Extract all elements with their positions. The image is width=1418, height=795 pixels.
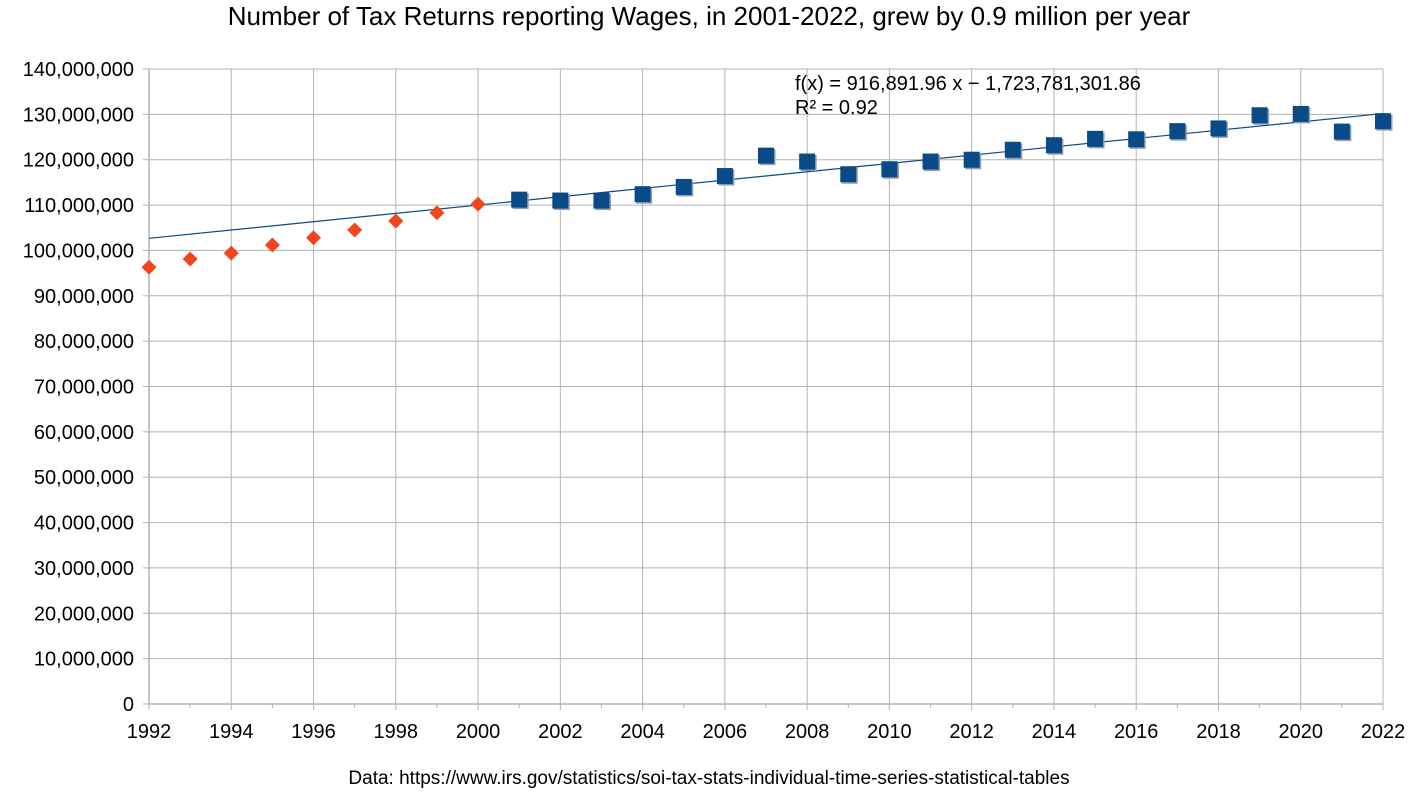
data-point-2005 (675, 178, 692, 195)
trendline-equation: f(x) = 916,891.96 x − 1,723,781,301.86 R… (795, 73, 1141, 119)
axis-labels: 0 10,000,000 20,000,000 30,000,000 40,000,00… (23, 59, 1405, 743)
x-tick-label: 1998 (374, 721, 419, 743)
data-point-1993 (182, 251, 198, 267)
x-tick-label: 2020 (1278, 721, 1323, 743)
data-points (141, 105, 1393, 275)
y-tick-label: 130,000,000 (23, 104, 134, 126)
y-tick-label: 60,000,000 (34, 422, 134, 444)
trendline-equation-text: f(x) = 916,891.96 x − 1,723,781,301.86 (795, 73, 1141, 95)
y-tick-label: 120,000,000 (23, 150, 134, 172)
data-source-note: Data: https://www.irs.gov/statistics/soi… (348, 768, 1070, 789)
data-point-2001 (511, 191, 528, 208)
x-tick-label: 2012 (949, 721, 994, 743)
x-tick-label: 2022 (1361, 721, 1406, 743)
data-point-2014 (1045, 137, 1062, 154)
y-tick-label: 70,000,000 (34, 377, 134, 399)
data-point-2000 (470, 196, 486, 212)
y-tick-label: 50,000,000 (34, 467, 134, 489)
gridlines (143, 68, 1384, 710)
x-tick-label: 2014 (1032, 721, 1077, 743)
data-point-1994 (223, 245, 239, 261)
data-point-2018 (1210, 120, 1227, 137)
data-point-2017 (1169, 123, 1186, 140)
data-point-2013 (1004, 141, 1021, 158)
y-tick-label: 20,000,000 (34, 603, 134, 625)
data-point-2021 (1333, 123, 1350, 140)
x-tick-label: 2010 (867, 721, 912, 743)
y-tick-label: 40,000,000 (34, 513, 134, 535)
y-tick-label: 90,000,000 (34, 286, 134, 308)
trendline (148, 112, 1384, 239)
data-point-1996 (306, 230, 322, 246)
trendline-layer (148, 112, 1384, 239)
chart-title: Number of Tax Returns reporting Wages, i… (227, 1, 1191, 31)
data-point-2008 (799, 153, 816, 170)
x-tick-label: 2000 (456, 721, 501, 743)
data-point-2016 (1128, 131, 1145, 148)
data-point-1992 (141, 259, 157, 275)
x-tick-label: 2016 (1114, 721, 1159, 743)
data-point-2020 (1292, 105, 1309, 122)
x-tick-label: 2002 (538, 721, 583, 743)
data-point-1995 (264, 237, 280, 253)
data-point-2003 (593, 192, 610, 209)
y-tick-label: 10,000,000 (34, 649, 134, 671)
y-tick-label: 80,000,000 (34, 331, 134, 353)
data-point-2007 (758, 147, 774, 164)
data-point-1997 (347, 222, 363, 238)
data-point-1999 (429, 205, 445, 221)
data-point-2019 (1251, 107, 1268, 124)
x-tick-label: 2006 (703, 721, 748, 743)
x-tick-label: 2008 (785, 721, 830, 743)
data-point-2022 (1375, 113, 1391, 130)
x-tick-label: 1996 (291, 721, 336, 743)
x-tick-label: 2004 (620, 721, 665, 743)
y-tick-label: 100,000,000 (23, 240, 134, 262)
data-point-2004 (634, 186, 651, 203)
x-tick-label: 2018 (1196, 721, 1241, 743)
data-point-1998 (388, 213, 404, 229)
data-point-2015 (1087, 130, 1104, 147)
data-point-2006 (716, 168, 733, 185)
x-tick-label: 1992 (127, 721, 172, 743)
data-point-2009 (840, 166, 857, 183)
data-point-2002 (552, 192, 569, 209)
r-squared-text: R² = 0.92 (795, 97, 878, 119)
data-point-2010 (881, 161, 898, 178)
y-tick-label: 0 (123, 694, 134, 716)
y-tick-label: 140,000,000 (23, 59, 134, 81)
data-point-2011 (922, 153, 939, 170)
y-tick-label: 30,000,000 (34, 558, 134, 580)
data-point-2012 (963, 151, 980, 168)
x-tick-label: 1994 (209, 721, 254, 743)
y-tick-label: 110,000,000 (24, 195, 134, 217)
